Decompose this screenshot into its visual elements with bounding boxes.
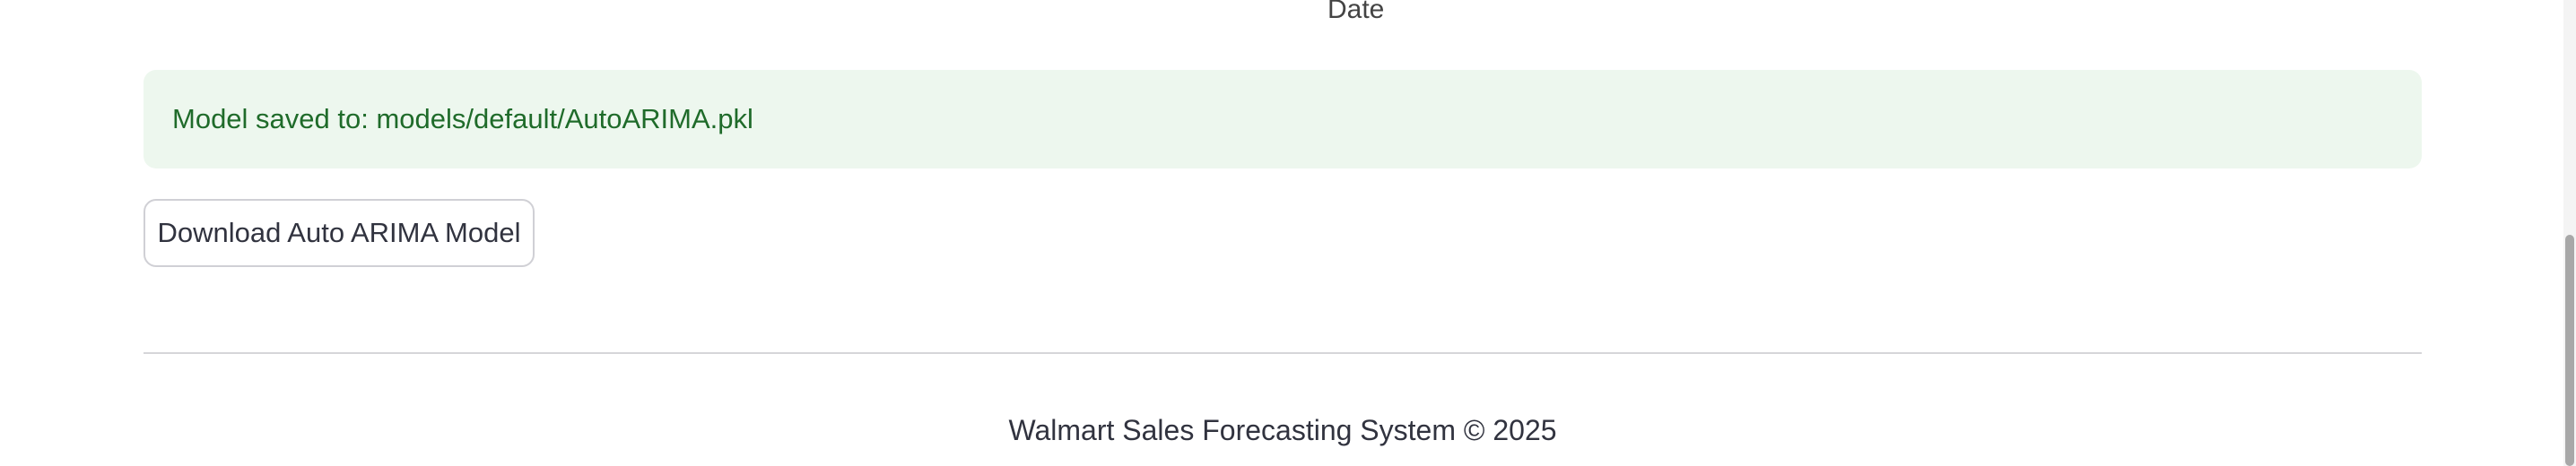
footer-copyright: Walmart Sales Forecasting System © 2025: [1008, 414, 1557, 446]
footer-divider: [144, 352, 2422, 354]
chart-x-axis-label: Date: [1327, 0, 1385, 24]
scrollbar-thumb[interactable]: [2565, 235, 2574, 466]
success-alert: Model saved to: models/default/AutoARIMA…: [144, 70, 2422, 168]
download-model-button[interactable]: Download Auto ARIMA Model: [144, 199, 535, 267]
success-message: Model saved to: models/default/AutoARIMA…: [172, 103, 753, 134]
